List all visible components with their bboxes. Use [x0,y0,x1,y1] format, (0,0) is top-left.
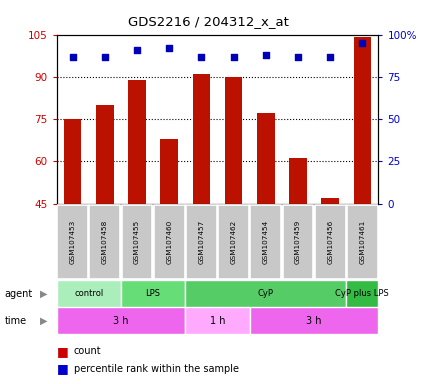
Text: ▶: ▶ [39,289,47,299]
Point [133,47,140,53]
Text: agent: agent [4,289,33,299]
Text: GSM107458: GSM107458 [102,220,108,264]
FancyBboxPatch shape [249,307,378,334]
FancyBboxPatch shape [282,205,313,279]
FancyBboxPatch shape [121,280,185,307]
Text: LPS: LPS [145,289,160,298]
Point [101,53,108,60]
Bar [192,74,210,330]
Bar [160,139,178,330]
FancyBboxPatch shape [217,205,249,279]
Point [326,53,333,60]
Text: ■: ■ [56,362,68,375]
Text: CyP plus LPS: CyP plus LPS [335,289,388,298]
Text: GSM107453: GSM107453 [69,220,76,264]
Text: GDS2216 / 204312_x_at: GDS2216 / 204312_x_at [128,15,289,28]
Point [230,53,237,60]
FancyBboxPatch shape [185,280,345,307]
Text: percentile rank within the sample: percentile rank within the sample [74,364,238,374]
FancyBboxPatch shape [57,205,88,279]
Text: time: time [4,316,26,326]
FancyBboxPatch shape [121,205,152,279]
Bar [353,37,370,330]
FancyBboxPatch shape [185,205,217,279]
FancyBboxPatch shape [56,280,121,307]
FancyBboxPatch shape [345,280,378,307]
Point [358,40,365,46]
Bar [128,79,145,330]
FancyBboxPatch shape [89,205,120,279]
FancyBboxPatch shape [250,205,281,279]
Point [165,45,172,51]
Bar [224,77,242,330]
Text: ▶: ▶ [39,316,47,326]
Bar [321,198,338,330]
Text: GSM107455: GSM107455 [134,220,140,264]
Text: count: count [74,346,102,356]
Point [69,53,76,60]
Text: ■: ■ [56,345,68,358]
Text: GSM107462: GSM107462 [230,220,236,264]
Text: 3 h: 3 h [306,316,321,326]
Text: GSM107459: GSM107459 [294,220,300,264]
FancyBboxPatch shape [185,307,249,334]
FancyBboxPatch shape [346,205,377,279]
Text: CyP: CyP [257,289,273,298]
Text: GSM107457: GSM107457 [198,220,204,264]
Point [197,53,204,60]
Text: 3 h: 3 h [113,316,128,326]
Bar [256,113,274,330]
FancyBboxPatch shape [56,307,185,334]
Text: GSM107456: GSM107456 [326,220,332,264]
Text: 1 h: 1 h [209,316,225,326]
Point [294,53,301,60]
Bar [289,159,306,330]
Text: GSM107454: GSM107454 [262,220,268,264]
Bar [96,105,113,330]
Text: control: control [74,289,103,298]
FancyBboxPatch shape [153,205,184,279]
Text: GSM107461: GSM107461 [358,220,365,264]
Text: GSM107460: GSM107460 [166,220,172,264]
Bar [64,119,81,330]
FancyBboxPatch shape [314,205,345,279]
Point [262,52,269,58]
